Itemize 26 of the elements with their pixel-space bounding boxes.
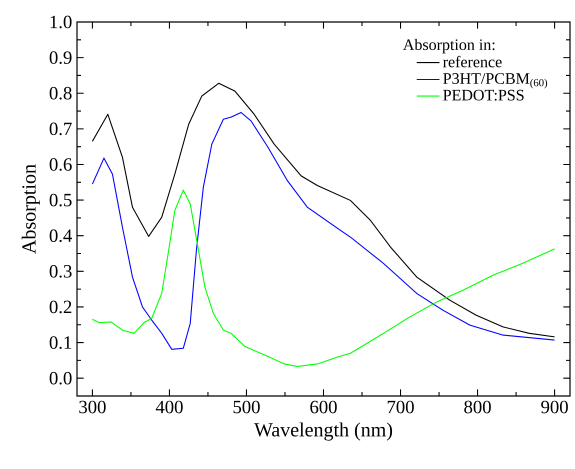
y-tick-label: 0.2 bbox=[50, 300, 72, 314]
y-tick-label: 0.3 bbox=[50, 264, 72, 278]
x-tick-label: 400 bbox=[156, 400, 183, 414]
legend-label: reference bbox=[443, 56, 502, 68]
x-tick-label: 500 bbox=[234, 400, 260, 414]
y-axis-title: Absorption bbox=[22, 164, 40, 254]
x-tick-label: 900 bbox=[541, 400, 568, 414]
y-tick-label: 1.0 bbox=[50, 16, 72, 28]
x-axis-title: Wavelength (nm) bbox=[254, 422, 392, 441]
y-tick-label: 0.6 bbox=[50, 158, 72, 171]
y-tick-label: 0.7 bbox=[50, 122, 72, 136]
legend-title: Absorption in: bbox=[403, 38, 494, 54]
y-tick-label: 0.9 bbox=[50, 51, 72, 64]
line-series bbox=[92, 190, 556, 367]
y-tick-label: 0.8 bbox=[50, 86, 72, 100]
x-tick-label: 600 bbox=[310, 400, 337, 414]
line-series bbox=[92, 112, 556, 350]
legend-label: P3HT/PCBM$_{(60)}$ bbox=[443, 73, 548, 88]
y-tick-label: 0.4 bbox=[50, 229, 72, 242]
y-tick-label: 0.5 bbox=[50, 194, 72, 206]
legend-label: PEDOT:PSS bbox=[443, 90, 524, 101]
y-tick-label: 0.0 bbox=[50, 372, 72, 385]
x-tick-label: 700 bbox=[388, 400, 414, 414]
x-tick-label: 300 bbox=[79, 400, 106, 414]
x-tick-label: 800 bbox=[464, 400, 491, 414]
y-tick-label: 0.1 bbox=[50, 336, 72, 349]
